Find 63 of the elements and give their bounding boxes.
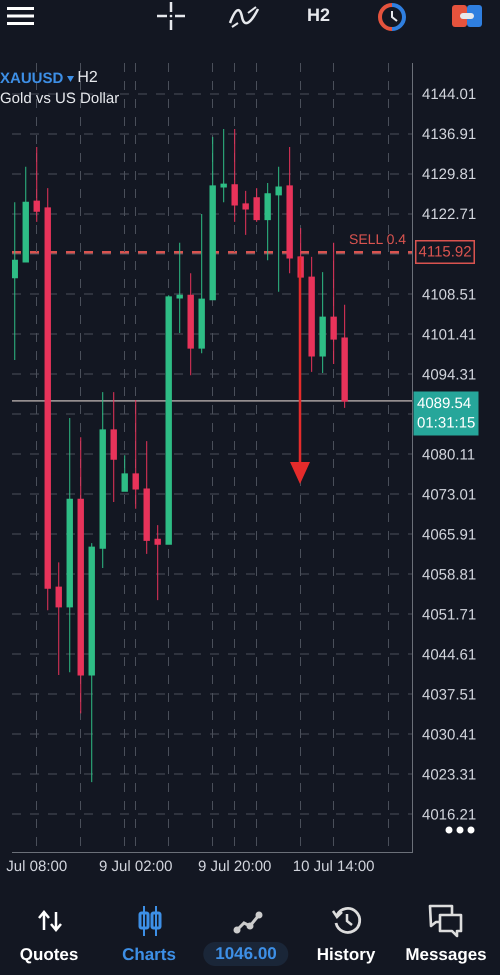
ref-line-label: 4089.54 (417, 395, 472, 412)
text: History (316, 945, 376, 965)
candlestick (264, 182, 271, 261)
candlestick (44, 188, 51, 611)
y-tick-label: 4094.31 (422, 366, 476, 384)
y-tick-label: 4023.31 (422, 766, 476, 784)
text: Quotes (20, 945, 78, 965)
candlestick (122, 454, 128, 492)
y-tick-label: 4051.71 (422, 606, 476, 624)
y-tick-label: 4144.01 (422, 86, 476, 104)
y-tick-label: 4065.91 (422, 526, 476, 544)
y-tick-label: 4108.51 (422, 286, 476, 304)
y-tick-label: 4058.81 (422, 566, 476, 584)
text: 4115.92 (418, 244, 472, 260)
candlestick (100, 392, 106, 568)
candlestick (144, 440, 150, 554)
text: H2 (307, 5, 330, 26)
candlestick (132, 400, 139, 510)
candlestick (209, 136, 216, 300)
candlestick (286, 146, 293, 274)
candlestick (308, 256, 315, 372)
text: 1046.00 (203, 942, 289, 966)
text: XAUUSD (0, 70, 64, 87)
y-tick-label: 4037.51 (422, 686, 476, 704)
candlestick (56, 562, 62, 676)
candlestick (12, 202, 18, 360)
candlestick (166, 294, 172, 545)
x-tick-label: 9 Jul 02:00 (99, 858, 172, 875)
candlestick (231, 128, 238, 222)
y-tick-label: 4030.41 (422, 726, 476, 744)
y-tick-label: 4122.71 (422, 206, 476, 224)
text: Charts (122, 945, 176, 965)
candlestick (66, 418, 73, 673)
candlestick (330, 242, 337, 364)
candlestick (220, 128, 227, 203)
candlestick (22, 166, 29, 262)
x-tick-label: 10 Jul 14:00 (292, 858, 375, 875)
candlestick (88, 542, 95, 783)
x-tick-label: 9 Jul 20:00 (198, 858, 272, 875)
ref-line-label: SELL 0.4 (349, 231, 406, 247)
y-tick-label: 4073.01 (422, 486, 476, 504)
candlestick (319, 272, 326, 374)
y-tick-label: 4080.11 (422, 446, 476, 464)
text: Gold vs US Dollar (0, 90, 120, 107)
y-tick-label: 4101.41 (422, 326, 476, 344)
candlestick (242, 190, 249, 236)
candlestick (154, 524, 161, 601)
candlestick (275, 166, 282, 292)
text: 01:31:15 (417, 414, 476, 432)
candlestick (341, 304, 348, 408)
y-tick-label: 4129.81 (422, 166, 476, 184)
annotation: H2 (77, 69, 98, 87)
candlestick (34, 146, 40, 222)
candlestick (188, 272, 194, 376)
candlestick (110, 392, 117, 503)
candlestick (176, 242, 183, 334)
y-tick-label: 4044.61 (422, 646, 476, 664)
candlestick (198, 214, 205, 354)
x-tick-label: Jul 08:00 (6, 858, 68, 875)
text: Messages (405, 945, 487, 965)
candlestick (253, 188, 260, 222)
y-tick-label: 4016.21 (422, 806, 476, 824)
y-tick-label: 4136.91 (422, 126, 476, 144)
